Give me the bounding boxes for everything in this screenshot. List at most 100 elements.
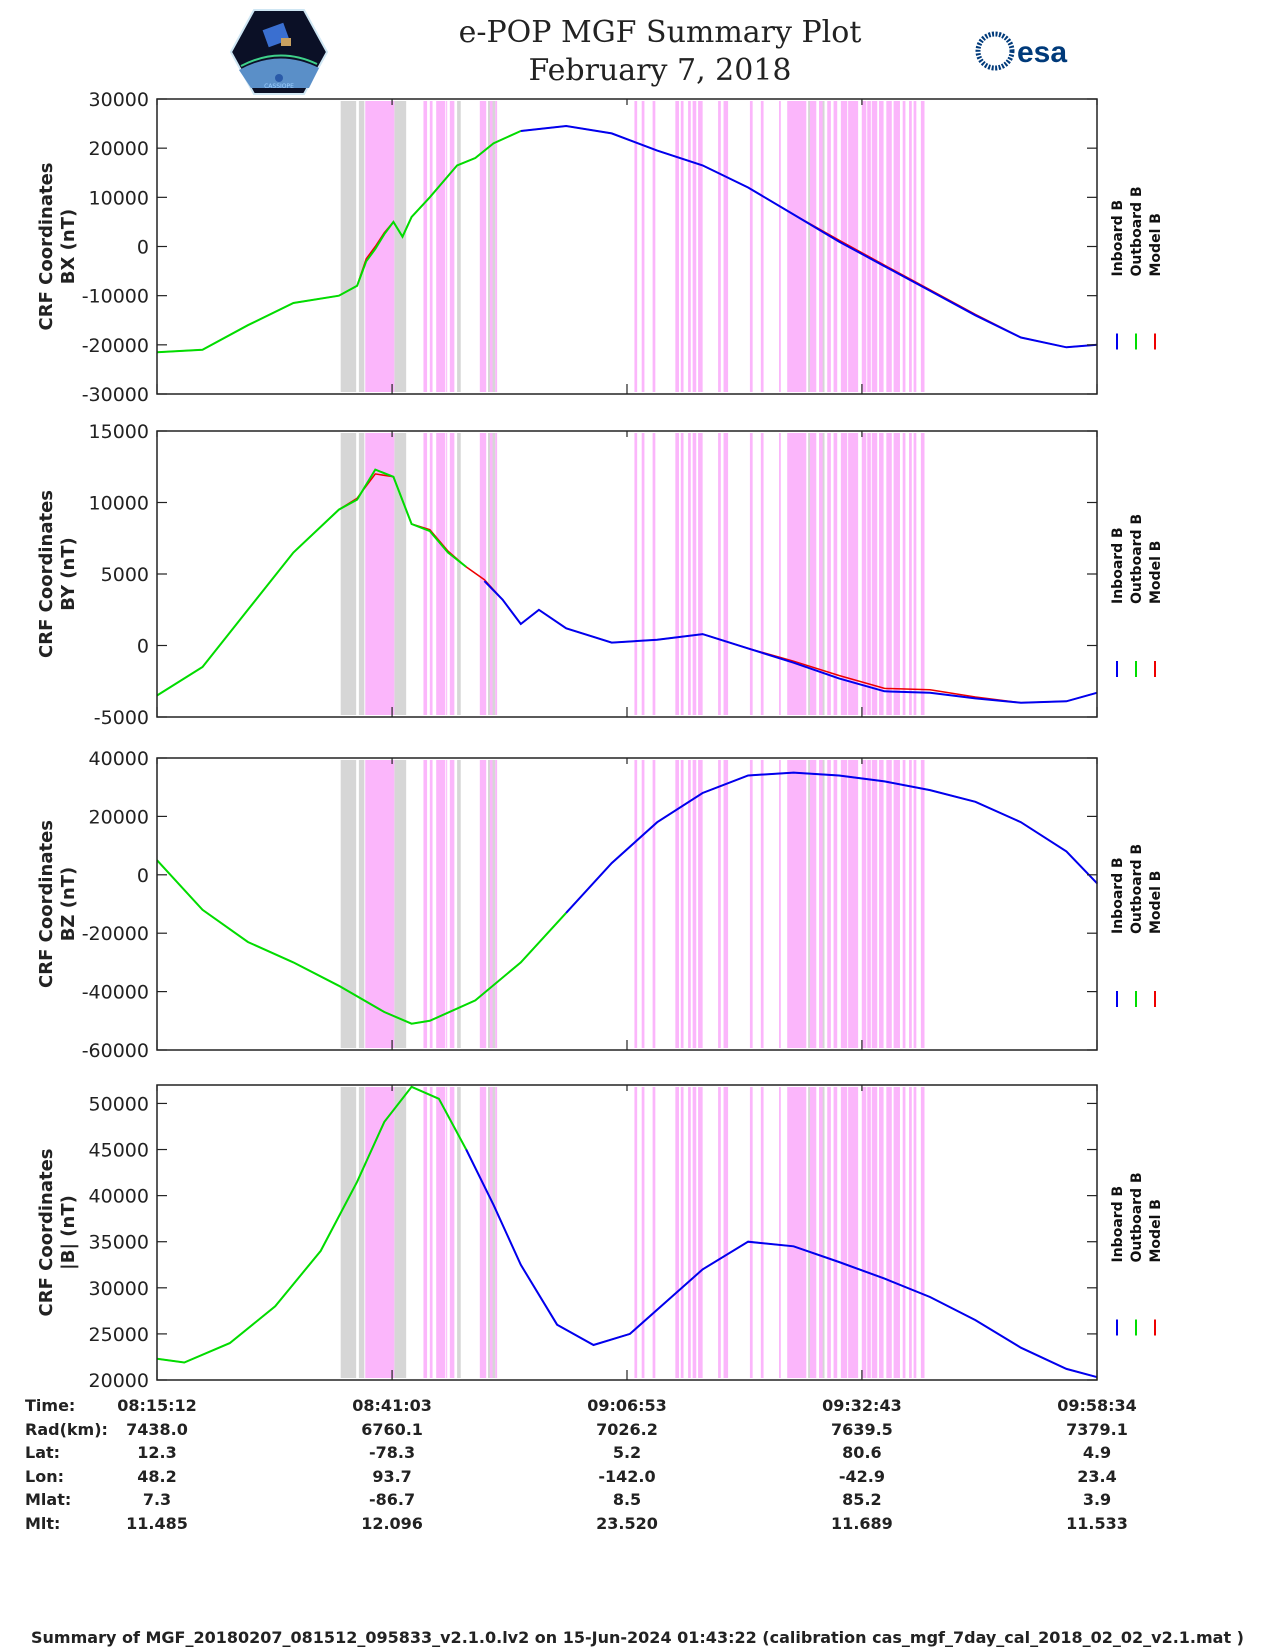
y-tick-label: 5000 xyxy=(101,564,149,586)
magenta-band xyxy=(436,1087,446,1378)
magenta-band xyxy=(886,101,892,392)
title-line-1: e-POP MGF Summary Plot xyxy=(458,15,862,50)
magenta-band xyxy=(680,1087,684,1378)
ephemeris-value: 09:32:43 xyxy=(822,1396,902,1415)
magenta-band xyxy=(723,101,729,392)
magenta-band xyxy=(861,101,867,392)
ephemeris-row: Rad(km): 7438.0 6760.1 7026.2 7639.5 7379.1 xyxy=(0,1420,1275,1444)
magenta-band xyxy=(446,1087,448,1378)
magenta-band xyxy=(779,433,781,715)
magenta-band xyxy=(749,433,753,715)
magenta-band xyxy=(449,433,455,715)
series-inboard-b xyxy=(520,124,1098,349)
magenta-band xyxy=(779,1087,781,1378)
magenta-band xyxy=(495,101,498,392)
gray-band xyxy=(358,101,365,392)
series-outboard-b xyxy=(156,130,522,354)
ephemeris-value: 7379.1 xyxy=(1066,1419,1128,1439)
legend-label: Outboard B xyxy=(1129,1172,1145,1262)
gray-band xyxy=(457,1087,461,1378)
esa-logo-text: esa xyxy=(1017,36,1067,69)
magenta-band xyxy=(489,760,493,1048)
gray-band xyxy=(340,1087,357,1378)
gray-band xyxy=(340,433,357,715)
magenta-band xyxy=(871,101,878,392)
gray-band xyxy=(394,1087,407,1378)
y-axis-label: CRF CoordinatesBY (nT) xyxy=(36,490,79,658)
gray-band xyxy=(457,760,461,1048)
magenta-band xyxy=(848,1087,859,1378)
legend-label: Inboard B xyxy=(1110,527,1126,604)
magenta-band xyxy=(902,760,906,1048)
magenta-band xyxy=(840,1087,848,1378)
ephemeris-value: 4.9 xyxy=(1082,1443,1112,1462)
y-tick-label: -10000 xyxy=(82,286,149,308)
magenta-band xyxy=(902,101,906,392)
ephemeris-value: 7639.5 xyxy=(831,1419,893,1439)
magenta-band xyxy=(787,760,807,1048)
magenta-band xyxy=(688,1087,691,1378)
magenta-band xyxy=(641,1087,645,1378)
magenta-band xyxy=(680,433,684,715)
axes-frame xyxy=(156,98,1098,395)
ephemeris-value: 09:58:34 xyxy=(1057,1396,1137,1415)
gray-band xyxy=(457,433,461,715)
y-tick-label: 45000 xyxy=(89,1140,149,1162)
magenta-band xyxy=(760,760,764,1048)
magenta-band xyxy=(861,1087,867,1378)
magenta-band xyxy=(848,101,859,392)
magenta-band xyxy=(449,101,455,392)
panel-by: 15000 10000 5000 0 -5000 CRF CoordinatesBY (n… xyxy=(36,421,1164,729)
magenta-band xyxy=(749,1087,753,1378)
magenta-band xyxy=(698,1087,703,1378)
y-tick-label: -20000 xyxy=(82,923,149,945)
magenta-band xyxy=(495,433,498,715)
series-outboard-b xyxy=(156,859,567,1025)
gray-band xyxy=(394,433,407,715)
magenta-band xyxy=(867,1087,871,1378)
ephemeris-value: 23.520 xyxy=(596,1513,658,1533)
legend-label: Inboard B xyxy=(1110,200,1126,277)
series-model-b xyxy=(156,473,1098,704)
magenta-band xyxy=(871,760,878,1048)
y-tick-label: 50000 xyxy=(89,1093,149,1115)
magenta-band xyxy=(893,760,900,1048)
series-inboard-b xyxy=(465,1149,1098,1379)
series-inboard-b xyxy=(483,580,1098,704)
magenta-band xyxy=(446,760,448,1048)
magenta-band xyxy=(760,433,764,715)
magenta-band xyxy=(909,101,912,392)
ephemeris-value: 3.9 xyxy=(1082,1490,1112,1509)
magenta-band xyxy=(749,101,753,392)
magenta-band xyxy=(479,101,487,392)
magenta-band xyxy=(827,760,831,1048)
magenta-band xyxy=(718,1087,721,1378)
y-tick-label: 30000 xyxy=(89,1278,149,1300)
axes-frame xyxy=(156,430,1098,718)
ephemeris-value: 11.485 xyxy=(126,1513,188,1533)
ephemeris-label: Time: xyxy=(25,1396,76,1415)
magenta-band xyxy=(423,1087,428,1378)
legend-label: Inboard B xyxy=(1110,1186,1126,1263)
y-tick-label: 35000 xyxy=(89,1232,149,1254)
y-axis-label-line2: |B| (nT) xyxy=(58,1195,79,1270)
magenta-band xyxy=(429,760,433,1048)
ephemeris-label: Lat: xyxy=(25,1443,61,1462)
y-tick-label: 20000 xyxy=(89,138,149,160)
ephemeris-label: Mlat: xyxy=(25,1490,72,1509)
magenta-band xyxy=(723,760,729,1048)
magenta-band xyxy=(446,101,448,392)
magenta-band xyxy=(718,433,721,715)
panel-magbmag: 50000 45000 40000 35000 30000 25000 20000 CRF C… xyxy=(36,1084,1164,1392)
y-tick-label: 30000 xyxy=(89,89,149,111)
y-tick-label: 0 xyxy=(137,636,149,658)
magenta-band xyxy=(819,433,823,715)
y-axis-label-line2: BY (nT) xyxy=(58,537,79,611)
series-model-b xyxy=(156,125,1098,353)
magenta-band xyxy=(423,760,428,1048)
ephemeris-value: 7438.0 xyxy=(126,1419,188,1439)
ephemeris-value: 09:06:53 xyxy=(587,1396,667,1415)
magenta-band xyxy=(680,760,684,1048)
magenta-band xyxy=(819,760,823,1048)
gray-band xyxy=(340,760,357,1048)
